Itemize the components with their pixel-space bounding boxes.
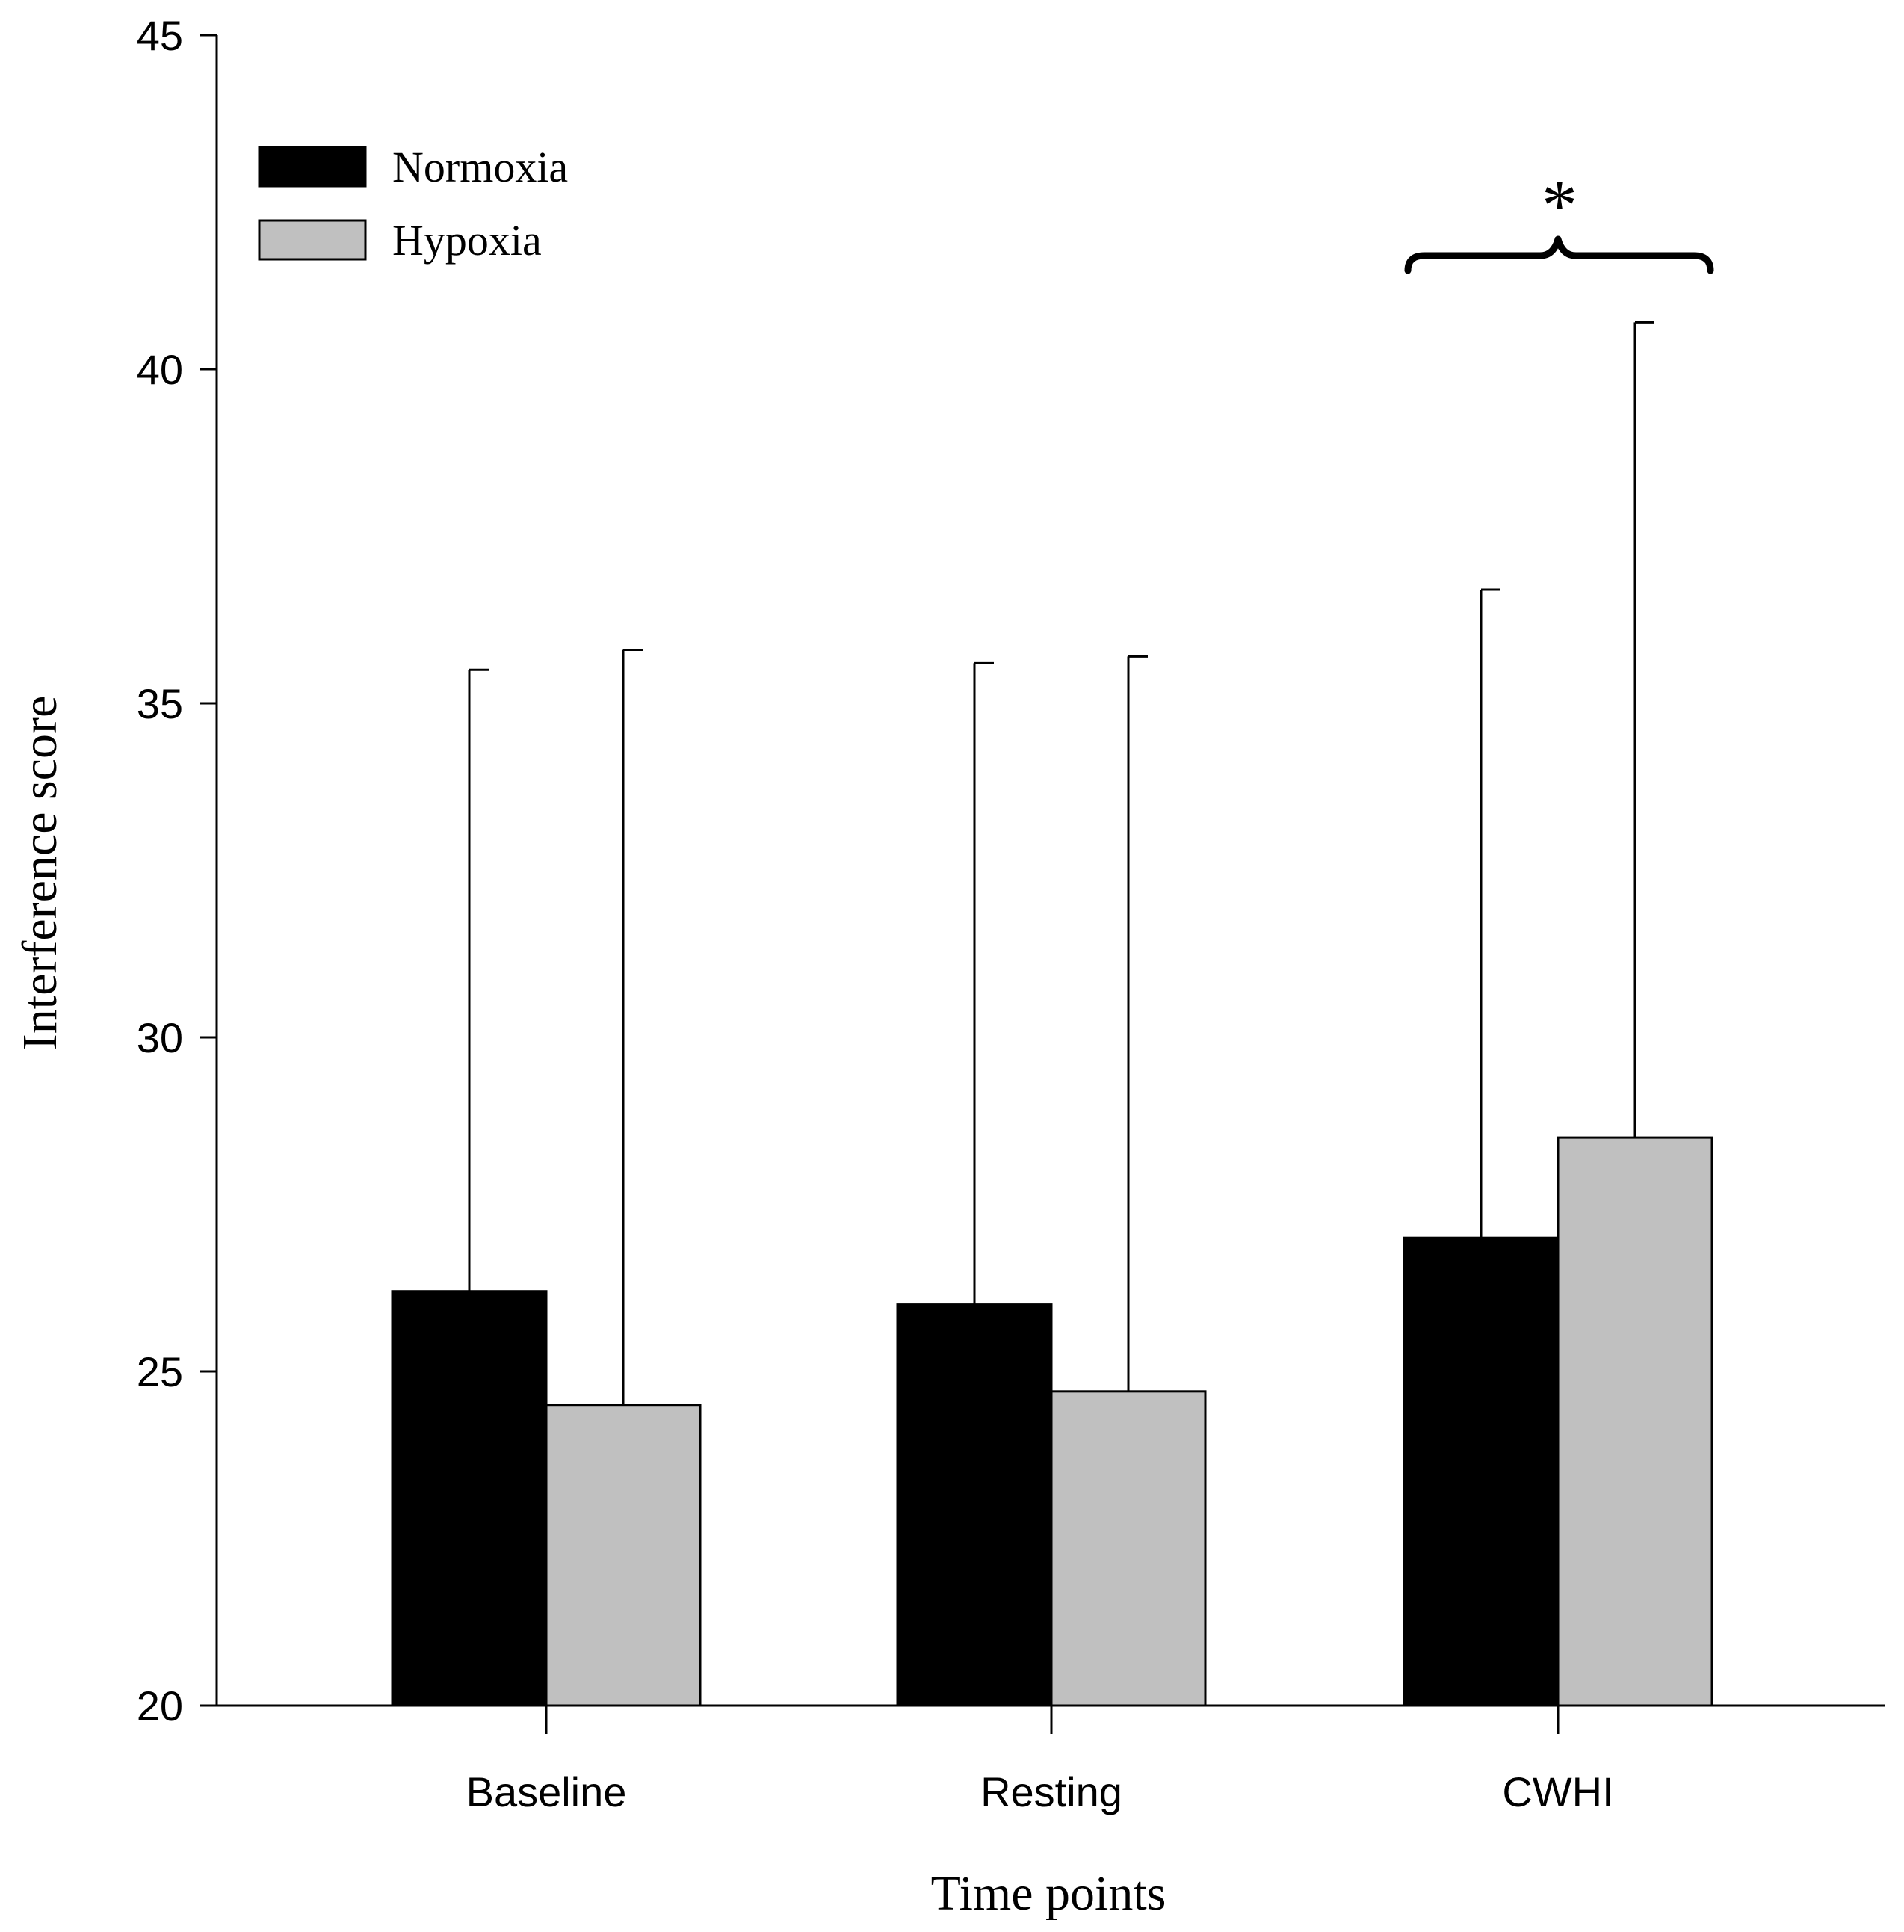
bar-normoxia bbox=[391, 1290, 548, 1707]
y-tick-label: 35 bbox=[137, 680, 183, 727]
bar-hypoxia bbox=[1050, 1390, 1207, 1707]
y-tick-label: 25 bbox=[137, 1348, 183, 1395]
legend: Normoxia Hypoxia bbox=[258, 143, 568, 265]
bar-hypoxia bbox=[545, 1404, 702, 1707]
y-tick-label: 20 bbox=[137, 1682, 183, 1729]
legend-swatch-hypoxia bbox=[258, 219, 367, 261]
significance-asterisk: * bbox=[1542, 165, 1577, 245]
legend-swatch-normoxia bbox=[258, 146, 367, 188]
x-tick-label: CWHI bbox=[1502, 1768, 1613, 1815]
x-tick-label: Resting bbox=[980, 1768, 1122, 1815]
legend-label-normoxia: Normoxia bbox=[392, 143, 568, 191]
bar-hypoxia bbox=[1557, 1136, 1713, 1707]
y-tick-label: 40 bbox=[137, 346, 183, 393]
x-axis-label: Time points bbox=[931, 1866, 1166, 1921]
bar-normoxia bbox=[896, 1303, 1053, 1707]
legend-label-hypoxia: Hypoxia bbox=[392, 216, 542, 265]
y-tick-label: 30 bbox=[137, 1014, 183, 1061]
error-bars bbox=[468, 321, 1654, 1405]
bars bbox=[391, 1136, 1713, 1707]
axes: 20 25 30 35 40 45 Baseline Resting CWHI bbox=[137, 12, 1885, 1815]
y-axis-label: Interference score bbox=[13, 696, 67, 1050]
x-tick-label: Baseline bbox=[466, 1768, 627, 1815]
bar-normoxia bbox=[1403, 1236, 1560, 1707]
y-tick-label: 45 bbox=[137, 12, 183, 59]
significance-brace bbox=[1404, 235, 1714, 274]
annotations: * bbox=[1404, 165, 1714, 274]
